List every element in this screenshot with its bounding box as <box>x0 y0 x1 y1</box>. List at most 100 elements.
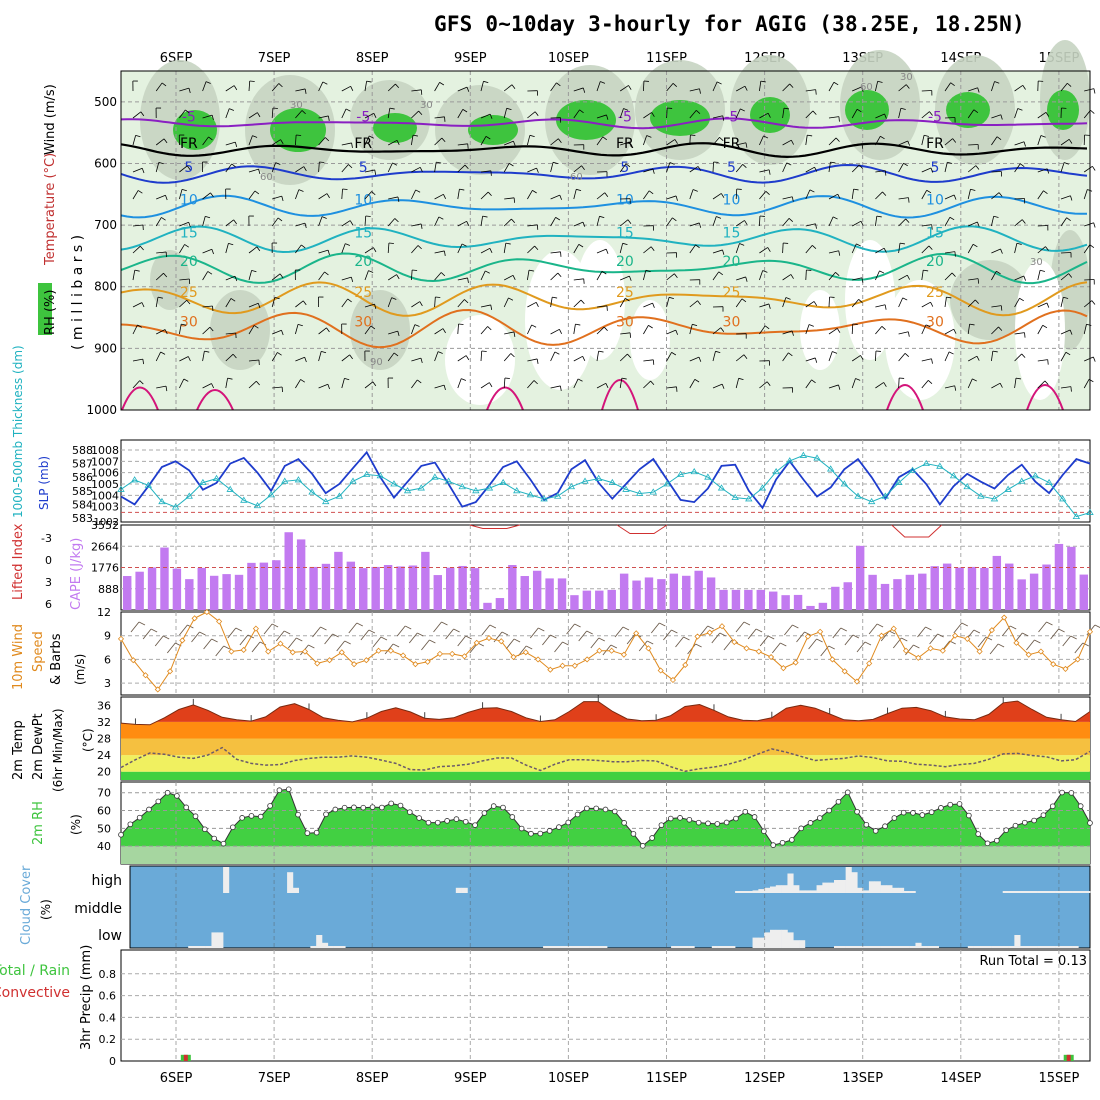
wind-barb <box>712 216 717 227</box>
wind-barb <box>387 297 393 308</box>
wind-barb <box>550 297 553 308</box>
cloud-cover-high <box>874 881 881 893</box>
wind-speed-marker <box>718 623 726 630</box>
cloud-cover-high <box>746 891 753 893</box>
cape-tick: 1776 <box>91 562 119 575</box>
wind-speed-marker <box>706 629 713 636</box>
wind-barb <box>898 331 909 335</box>
wind-barb <box>205 81 211 84</box>
wind-barb <box>232 353 237 359</box>
slp-tick: 1007 <box>91 455 119 468</box>
rh-marker <box>900 809 907 816</box>
wind-barb <box>573 324 576 335</box>
wind-barb <box>875 326 883 335</box>
rh-dry-area <box>630 300 670 380</box>
wind-barb-10m <box>767 635 775 640</box>
cape-bar <box>905 574 915 610</box>
wind-barb <box>851 109 858 119</box>
wind-barb <box>295 189 300 200</box>
wind-barb <box>977 278 980 284</box>
wind-barb <box>1083 324 1087 335</box>
cloud-cover-low <box>1026 946 1033 948</box>
isotherm-label: 10 <box>616 193 634 209</box>
wind-barb <box>1000 305 1003 311</box>
wind-barb <box>388 196 399 200</box>
wind-tick: 9 <box>104 630 111 643</box>
date-label-bottom: 13SEP <box>842 1071 883 1086</box>
wind-barb <box>856 108 862 113</box>
wind-barb <box>581 165 585 170</box>
wind-barb-10m <box>614 626 624 638</box>
wind-barb <box>968 221 978 227</box>
wind-barb <box>280 139 284 145</box>
wind-barb <box>830 161 836 164</box>
wind-barb-10m <box>457 635 467 647</box>
wind-barb-10m <box>239 634 249 646</box>
wind-speed-marker <box>436 650 443 657</box>
wind-barb <box>949 216 955 221</box>
isotherm-label: 30 <box>616 315 634 331</box>
wind-barb-10m <box>989 643 999 655</box>
rh-marker <box>649 835 655 841</box>
cloud-level-label: low <box>98 928 122 944</box>
rh-marker <box>257 813 264 820</box>
wind-barb <box>898 377 900 389</box>
wind-barb <box>301 110 306 115</box>
wind-barb <box>256 246 261 252</box>
cape-bar <box>408 565 418 610</box>
wind-barb <box>304 357 307 363</box>
thickness-marker <box>472 487 480 494</box>
wind-barb <box>712 351 716 362</box>
wind-barb <box>411 301 421 308</box>
wind-barb <box>295 110 303 119</box>
wind-barb <box>904 353 910 357</box>
cloud-cover-high <box>863 890 870 893</box>
wind-barb <box>550 272 559 281</box>
wind-barb <box>271 352 278 362</box>
wind-barb <box>813 301 818 306</box>
cloud-cover-low <box>1008 946 1015 948</box>
rh-marker <box>994 837 1000 844</box>
thickness-marker <box>444 477 453 484</box>
wind-barb <box>745 276 748 282</box>
cape-bar <box>172 568 182 610</box>
wind-barb <box>833 81 839 86</box>
wind-barb <box>1037 380 1046 389</box>
wind-barb <box>699 88 701 94</box>
wind-barb <box>511 84 516 89</box>
wind-barb <box>1063 296 1069 299</box>
rh-marker <box>705 820 711 827</box>
wind-barb <box>765 191 770 195</box>
rh-humid-area <box>845 90 889 130</box>
wind-barb <box>1090 109 1095 114</box>
isotherm-line <box>120 225 1088 254</box>
wind-speed-marker <box>755 648 762 655</box>
wind-barb <box>342 188 348 190</box>
wind-speed-marker <box>829 656 836 663</box>
wind-speed-marker <box>743 645 750 652</box>
wind-barb <box>600 81 606 84</box>
wind-barb <box>1083 109 1091 119</box>
thickness-marker <box>772 467 780 475</box>
wind-barb <box>735 243 740 254</box>
wind-barb <box>828 82 835 92</box>
isotherm-label: FR <box>616 136 634 152</box>
wind-barb <box>944 82 951 92</box>
wind-barb <box>791 330 794 336</box>
wind-barb <box>411 357 422 362</box>
wind-barb <box>967 165 977 173</box>
wind-barb <box>1037 359 1048 362</box>
wind-barb <box>163 138 168 144</box>
wind-barb <box>155 297 159 308</box>
cape-bar <box>197 567 206 610</box>
wind-barb <box>738 377 744 381</box>
wind-barb <box>994 81 1000 84</box>
wind-barb <box>271 297 276 308</box>
cloud-cover-high <box>770 886 777 893</box>
rh-humid-area <box>556 100 616 140</box>
wind-barb <box>164 329 168 335</box>
rh-marker <box>798 825 804 832</box>
wind-barb <box>782 330 793 335</box>
cloud-cover-low <box>578 946 585 948</box>
cape-bar <box>893 579 902 610</box>
